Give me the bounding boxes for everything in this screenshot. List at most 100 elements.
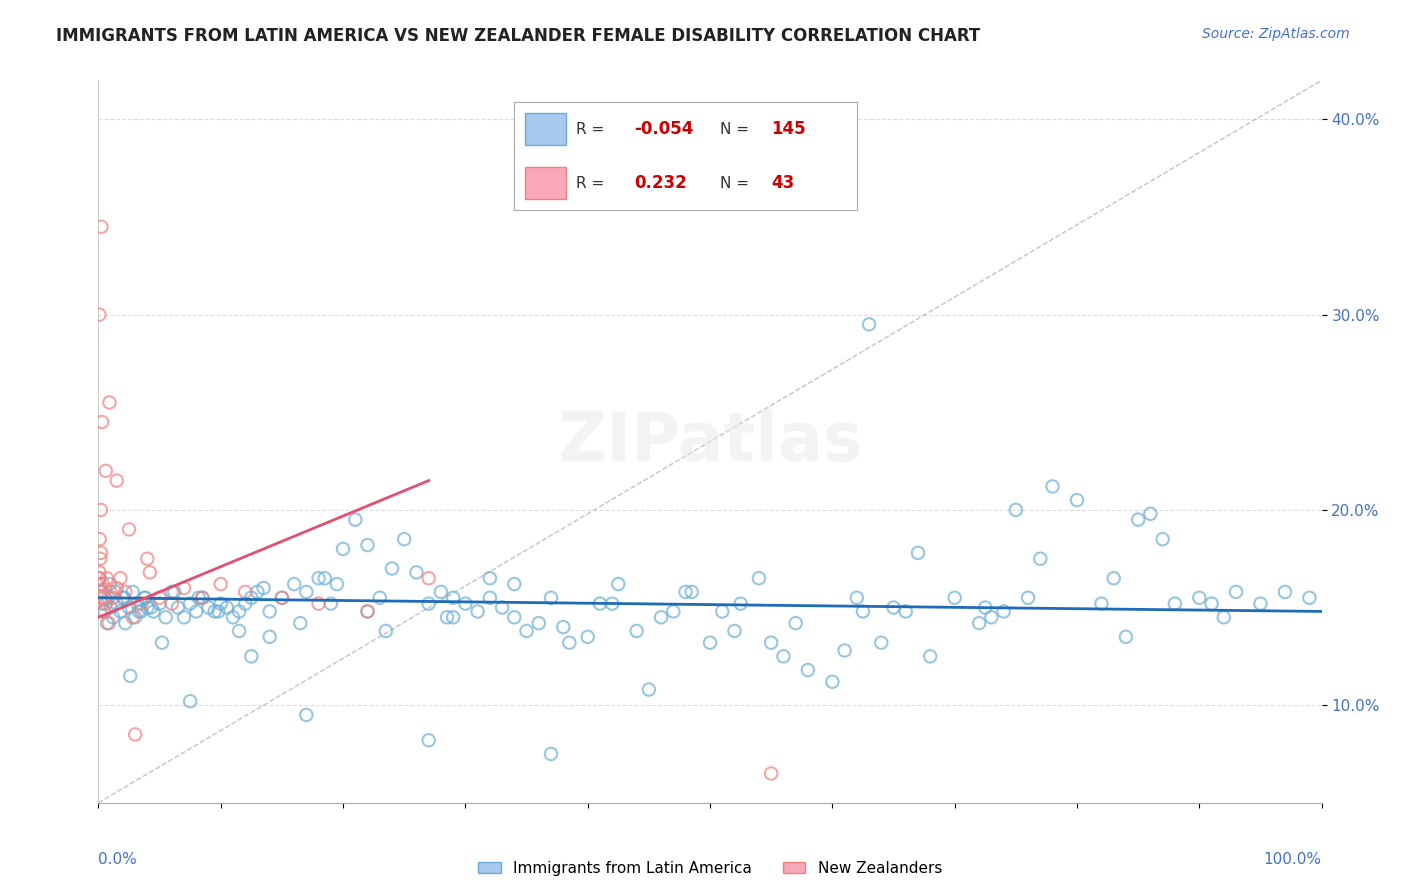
Point — [94, 464, 117, 478]
Point — [124, 610, 146, 624]
Point — [121, 585, 143, 599]
Point — [150, 635, 173, 649]
Point — [91, 415, 114, 429]
Point — [142, 604, 165, 618]
Point — [93, 591, 115, 605]
Point — [980, 610, 1002, 624]
Point — [90, 219, 112, 234]
Point — [308, 571, 330, 585]
Point — [173, 581, 195, 595]
Point — [1188, 591, 1211, 605]
Point — [105, 474, 128, 488]
Text: 0.0%: 0.0% — [98, 852, 138, 867]
Point — [89, 532, 111, 546]
Point — [259, 604, 281, 618]
Point — [127, 597, 149, 611]
Point — [136, 551, 159, 566]
Point — [118, 523, 141, 537]
Point — [326, 577, 349, 591]
Point — [105, 581, 128, 595]
Text: Source: ZipAtlas.com: Source: ZipAtlas.com — [1202, 27, 1350, 41]
Point — [207, 604, 229, 618]
Point — [89, 571, 111, 585]
Point — [97, 616, 120, 631]
Point — [179, 694, 201, 708]
Point — [748, 571, 770, 585]
Point — [1029, 551, 1052, 566]
Point — [374, 624, 396, 638]
Point — [356, 538, 378, 552]
Point — [662, 604, 685, 618]
Point — [491, 600, 513, 615]
Point — [454, 597, 477, 611]
Point — [467, 604, 489, 618]
Point — [252, 581, 274, 595]
Point — [112, 591, 135, 605]
Point — [503, 610, 526, 624]
Point — [149, 597, 172, 611]
Point — [240, 649, 263, 664]
Point — [283, 577, 305, 591]
Point — [290, 616, 312, 631]
Point — [516, 624, 538, 638]
Point — [90, 591, 112, 605]
Point — [332, 541, 354, 556]
Point — [215, 600, 238, 615]
Point — [761, 635, 783, 649]
Point — [650, 610, 672, 624]
Point — [98, 577, 121, 591]
Point — [441, 591, 464, 605]
Point — [101, 610, 124, 624]
Point — [110, 571, 132, 585]
Point — [91, 597, 114, 611]
Point — [699, 635, 721, 649]
Point — [392, 532, 416, 546]
Point — [173, 610, 195, 624]
Point — [436, 610, 458, 624]
Point — [1212, 610, 1234, 624]
Point — [1090, 597, 1112, 611]
Point — [228, 604, 250, 618]
Point — [821, 674, 844, 689]
Point — [167, 600, 190, 615]
Point — [785, 616, 807, 631]
Point — [101, 591, 124, 605]
Point — [356, 604, 378, 618]
Point — [89, 566, 111, 580]
Point — [94, 597, 117, 611]
Point — [1042, 479, 1064, 493]
Point — [967, 616, 990, 631]
Point — [89, 308, 111, 322]
Point — [478, 591, 501, 605]
Point — [907, 546, 929, 560]
Point — [129, 604, 152, 618]
Point — [1250, 597, 1272, 611]
Point — [308, 597, 330, 611]
Text: ZIPatlas: ZIPatlas — [558, 409, 862, 475]
Point — [576, 630, 599, 644]
Point — [1298, 591, 1320, 605]
Point — [553, 620, 575, 634]
Point — [98, 395, 121, 409]
Point — [97, 591, 120, 605]
Point — [270, 591, 294, 605]
Point — [637, 682, 661, 697]
Point — [730, 597, 752, 611]
Point — [96, 616, 118, 631]
Point — [228, 624, 250, 638]
Point — [100, 600, 122, 615]
Point — [381, 561, 404, 575]
Point — [155, 610, 177, 624]
Point — [118, 600, 141, 615]
Point — [1274, 585, 1296, 599]
Point — [259, 630, 281, 644]
Point — [558, 635, 581, 649]
Point — [681, 585, 703, 599]
Point — [319, 597, 342, 611]
Point — [834, 643, 856, 657]
Point — [187, 591, 209, 605]
Point — [191, 591, 214, 605]
Point — [314, 571, 336, 585]
Point — [883, 600, 905, 615]
Point — [90, 503, 112, 517]
